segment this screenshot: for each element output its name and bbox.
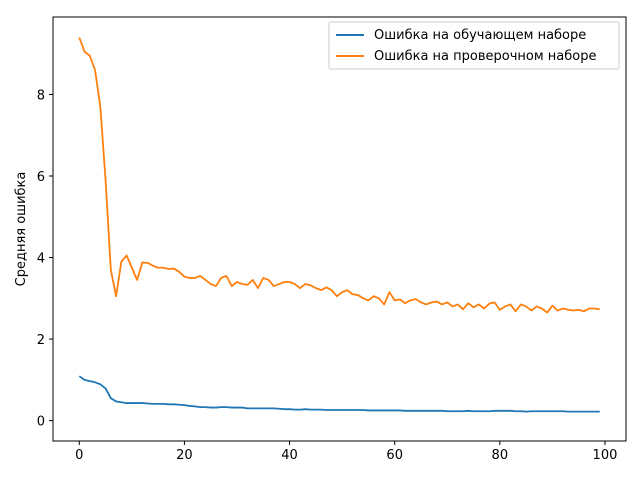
x-tick-label: 20 [176,448,193,463]
series-line-training [78,375,600,413]
y-tick-label: 6 [37,170,45,185]
series-line-validation [78,37,600,314]
y-tick-label: 4 [37,252,45,267]
y-tick-label: 8 [37,88,45,103]
x-tick-label: 100 [593,448,618,463]
x-tick-label: 40 [281,448,298,463]
y-axis: 0 2 4 6 8 [37,88,53,430]
legend: Ошибка на обучающем наборе Ошибка на про… [328,21,620,70]
legend-box [328,21,620,70]
x-tick-label: 60 [386,448,403,463]
x-tick-label: 0 [75,448,83,463]
plot-lines [78,37,600,413]
y-axis-label: Средняя ошибка [14,172,29,287]
legend-label-validation: Ошибка на проверочном наборе [374,49,596,64]
y-tick-label: 0 [37,415,45,430]
plot-frame [52,16,627,442]
y-tick-label: 2 [37,333,45,348]
x-axis: 0 20 40 60 80 100 [75,441,617,463]
x-tick-label: 80 [492,448,509,463]
legend-label-training: Ошибка на обучающем наборе [374,28,586,43]
